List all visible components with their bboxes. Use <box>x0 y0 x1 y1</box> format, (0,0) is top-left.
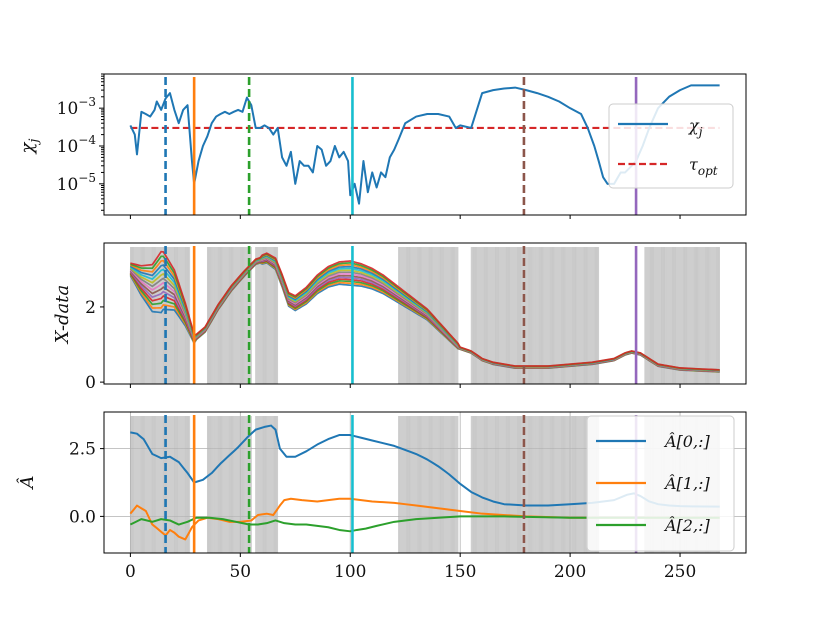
shaded-region <box>255 416 279 553</box>
shaded-region <box>644 247 720 384</box>
shaded-region <box>255 247 279 384</box>
y-tick-label: 2 <box>85 298 96 318</box>
legend-top: χj τopt <box>608 103 734 189</box>
shaded-region <box>206 247 252 384</box>
y-tick-label: 0.0 <box>69 507 96 527</box>
chi-series-line <box>129 84 720 205</box>
legend-chi-label: χj <box>688 116 703 139</box>
a-hat-series-line-1 <box>129 497 720 541</box>
y-tick-label: 10−3 <box>57 95 96 119</box>
x-tick-label: 0 <box>125 562 136 582</box>
x-tick-label: 100 <box>334 562 366 582</box>
bot-y-label: Â <box>15 476 38 491</box>
panel-top: 10−5 10−4 10−3 χj τopt χj <box>17 73 747 219</box>
legend-label: Â[0,:] <box>663 431 710 451</box>
a-hat-series-line-2 <box>129 515 720 533</box>
y-tick-label: 0 <box>85 373 96 393</box>
y-tick-label: 10−5 <box>57 171 96 195</box>
x-tick-label: 200 <box>554 562 586 582</box>
shaded-region <box>206 416 252 553</box>
shaded-region <box>398 416 459 553</box>
panel-middle: 0 2 X-data <box>52 242 747 393</box>
shaded-region <box>130 416 191 553</box>
x-data-series-line <box>130 250 720 371</box>
x-tick-label: 50 <box>229 562 251 582</box>
shaded-region <box>470 416 600 553</box>
legend-tau-label: τopt <box>689 155 718 178</box>
x-tick-label: 150 <box>444 562 476 582</box>
legend-bottom: Â[0,:] Â[1,:] Â[2,:] <box>586 415 735 552</box>
y-tick-label: 2.5 <box>69 440 96 460</box>
top-y-label: χj <box>17 139 42 156</box>
legend-label: Â[2,:] <box>663 515 710 535</box>
y-tick-label: 10−4 <box>57 133 97 157</box>
mid-y-label: X-data <box>52 285 73 345</box>
panel-bottom: 0 50 100 150 200 250 0.0 2.5 Â[0,:] Â[1,:] Â[2,:]… <box>15 411 747 582</box>
legend-label: Â[1,:] <box>663 473 710 493</box>
x-tick-label: 250 <box>664 562 696 582</box>
